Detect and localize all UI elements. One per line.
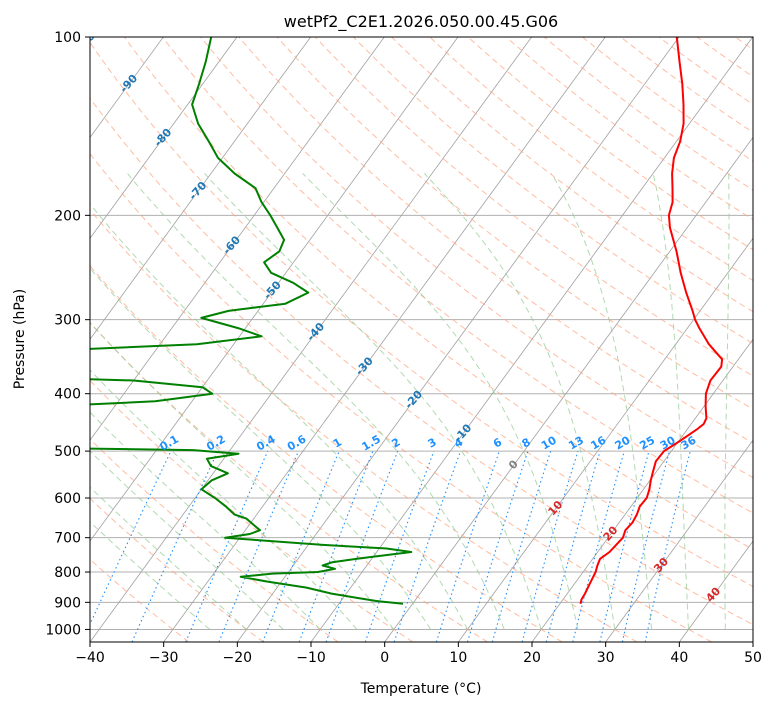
mixing-ratio-line	[644, 450, 691, 642]
dry-adiabat-line	[90, 153, 712, 642]
x-tick-label: 10	[449, 650, 467, 666]
mixing-ratio-line	[185, 450, 269, 642]
isotherm-line	[237, 37, 680, 642]
x-tick-label: −10	[296, 650, 326, 666]
isotherm-line	[90, 37, 385, 441]
y-tick-label: 600	[54, 491, 81, 507]
moist-adiabat-line	[652, 173, 689, 630]
y-tick-label: 500	[54, 444, 81, 460]
dry-adiabat-line	[90, 497, 264, 642]
moist-adiabat-line	[551, 173, 653, 630]
dry-adiabat-line	[276, 37, 753, 410]
x-axis-label: Temperature (°C)	[360, 681, 482, 697]
x-tick-label: 30	[597, 650, 615, 666]
moist-adiabat-line	[424, 173, 616, 630]
mixing-ratio-line	[572, 450, 625, 642]
dry-adiabat-line	[391, 37, 753, 313]
dry-adiabat-line	[429, 37, 753, 282]
moist-adiabat-line	[90, 411, 321, 630]
y-tick-label: 400	[54, 387, 81, 403]
moist-adiabat-line	[302, 173, 579, 630]
plot-frame	[89, 36, 754, 643]
dry-adiabat-line	[467, 37, 753, 251]
moist-adiabat-line	[724, 173, 730, 630]
moist-adiabat-line	[127, 173, 505, 630]
mixing-ratio-line	[491, 450, 552, 642]
isotherm-line	[310, 37, 753, 642]
mixing-ratio-line	[599, 450, 650, 642]
mixing-ratio-line	[545, 450, 601, 642]
y-tick-label: 900	[54, 595, 81, 611]
dry-adiabat-line	[200, 37, 753, 479]
isotherm-line	[458, 237, 753, 642]
y-axis-ticks: 100 200 300 400 500 600 700 800 900 1000	[45, 30, 90, 638]
dry-adiabat-line	[90, 322, 488, 642]
dry-adiabat-line	[90, 208, 638, 642]
mixing-ratio-line	[131, 450, 219, 642]
moist-adiabat-line	[90, 203, 468, 630]
dry-adiabat-line	[90, 265, 563, 642]
x-tick-label: −30	[149, 650, 179, 666]
moist-adiabat-line	[204, 173, 542, 630]
dry-adiabat-line	[90, 41, 753, 588]
mixing-ratio-line	[218, 450, 300, 642]
isotherm-line	[90, 37, 311, 340]
y-tick-label: 1000	[45, 622, 81, 638]
dry-adiabat-line	[162, 37, 753, 514]
mixing-ratio-line	[621, 450, 671, 642]
mixing-ratio-line	[435, 450, 500, 642]
temperature-profile-line	[579, 37, 724, 605]
x-axis-ticks: −40 −30 −20 −10 0 10 20 30 40 50	[75, 642, 762, 666]
x-tick-label: −40	[75, 650, 105, 666]
dewpoint-profile-line	[90, 37, 413, 605]
y-tick-label: 300	[54, 313, 81, 329]
y-tick-label: 800	[54, 565, 81, 581]
x-tick-label: 20	[523, 650, 541, 666]
y-tick-label: 700	[54, 531, 81, 547]
chart-title: wetPf2_C2E1.2026.050.00.45.G06	[284, 12, 558, 32]
x-tick-label: 0	[380, 650, 389, 666]
mixing-ratio-line	[521, 450, 579, 642]
mixing-ratio-line	[466, 450, 529, 642]
isotherm-line	[605, 439, 753, 642]
dry-adiabat-line	[353, 37, 753, 345]
x-tick-label: −20	[223, 650, 253, 666]
mixing-ratio-line	[262, 450, 340, 642]
moist-adiabat-line	[90, 450, 284, 630]
data-lines	[90, 37, 724, 605]
isotherm-line	[90, 37, 532, 642]
dry-adiabat-line	[90, 97, 753, 626]
y-axis-label: Pressure (hPa)	[12, 289, 28, 389]
isotherm-line	[90, 37, 238, 240]
y-tick-label: 200	[54, 208, 81, 224]
moist-adiabat-line	[90, 486, 247, 630]
isotherm-line	[163, 37, 606, 642]
x-tick-label: 50	[744, 650, 762, 666]
y-tick-label: 100	[54, 30, 81, 46]
dry-adiabat-line	[238, 37, 753, 444]
x-tick-label: 40	[670, 650, 688, 666]
